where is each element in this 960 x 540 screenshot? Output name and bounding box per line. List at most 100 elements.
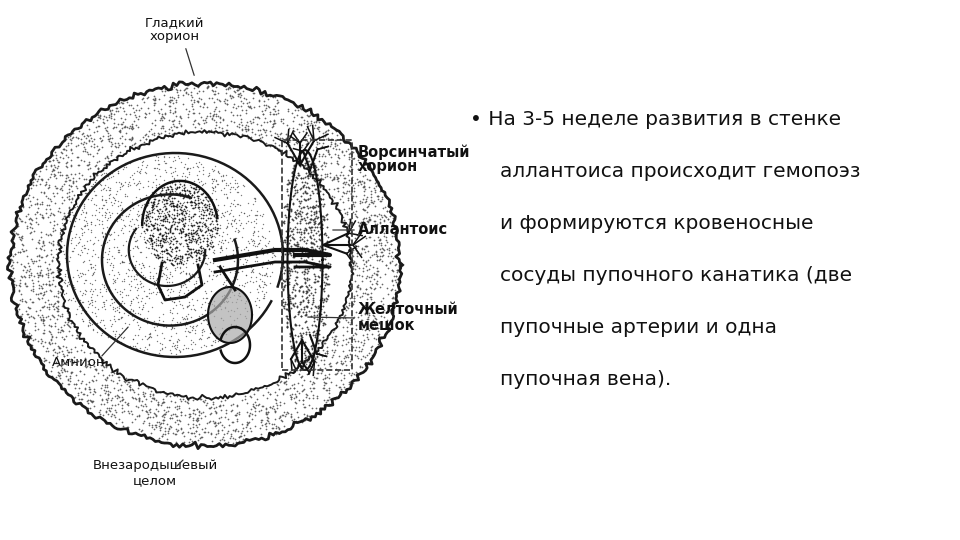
Point [385,232,400,240]
Point [372,219,388,228]
Point [248,242,263,251]
Point [300,285,316,293]
Point [159,273,175,281]
Point [148,410,163,419]
Point [112,128,128,137]
Point [60,153,76,161]
Point [369,270,384,279]
Point [108,413,123,421]
Point [324,135,339,144]
Point [218,408,233,417]
Point [121,375,136,383]
Point [149,246,164,255]
Point [114,288,130,296]
Point [174,224,189,232]
Point [35,253,50,262]
Point [166,213,181,222]
Point [130,166,145,175]
Point [340,303,355,312]
Point [122,382,137,391]
Point [228,178,243,187]
Point [205,271,221,279]
Point [302,383,318,392]
Point [185,120,201,129]
Point [168,237,183,245]
Point [267,251,282,259]
Point [248,248,263,256]
Point [297,350,312,359]
Point [300,172,316,180]
Point [204,429,219,438]
Point [227,291,242,300]
Point [95,232,110,241]
Point [289,347,304,355]
Point [80,237,95,246]
Point [307,185,323,193]
Point [131,320,146,329]
Point [290,238,305,247]
Point [239,251,254,260]
Point [195,330,210,339]
Point [111,373,127,381]
Point [204,307,220,316]
Point [156,230,172,239]
Point [348,212,364,221]
Point [281,306,297,314]
Point [324,176,340,184]
Point [83,349,98,357]
Point [305,170,321,178]
Point [379,315,395,324]
Point [36,338,52,347]
Point [369,270,384,279]
Point [44,256,60,265]
Point [348,206,364,215]
Point [181,207,197,215]
Point [208,403,224,411]
Point [287,286,302,295]
Point [53,241,68,250]
Point [270,98,285,106]
Point [318,249,333,258]
Point [377,269,393,278]
Point [208,103,224,112]
Point [300,268,315,277]
Point [175,345,190,353]
Point [164,184,180,193]
Point [132,323,148,332]
Point [151,252,166,261]
Point [83,319,98,327]
Point [369,212,384,220]
Point [165,316,180,325]
Point [61,207,77,216]
Point [24,275,39,284]
Point [74,229,89,238]
Point [227,215,242,224]
Point [301,354,317,363]
Point [238,95,253,104]
Point [165,303,180,312]
Point [150,226,165,234]
Point [311,138,326,147]
Point [311,303,326,312]
Point [114,256,130,265]
Point [315,139,330,147]
Point [336,183,351,191]
Point [258,287,274,296]
Point [189,192,204,200]
Point [111,270,127,279]
Point [123,232,138,241]
Point [346,202,361,211]
Point [199,84,214,93]
Point [336,205,351,213]
Point [178,159,193,168]
Point [94,143,109,152]
Point [290,332,305,341]
Point [315,264,330,273]
Point [342,181,357,190]
Point [316,381,331,390]
Point [284,342,300,351]
Point [123,136,138,144]
Point [171,291,186,300]
Point [18,298,34,307]
Point [356,187,372,196]
